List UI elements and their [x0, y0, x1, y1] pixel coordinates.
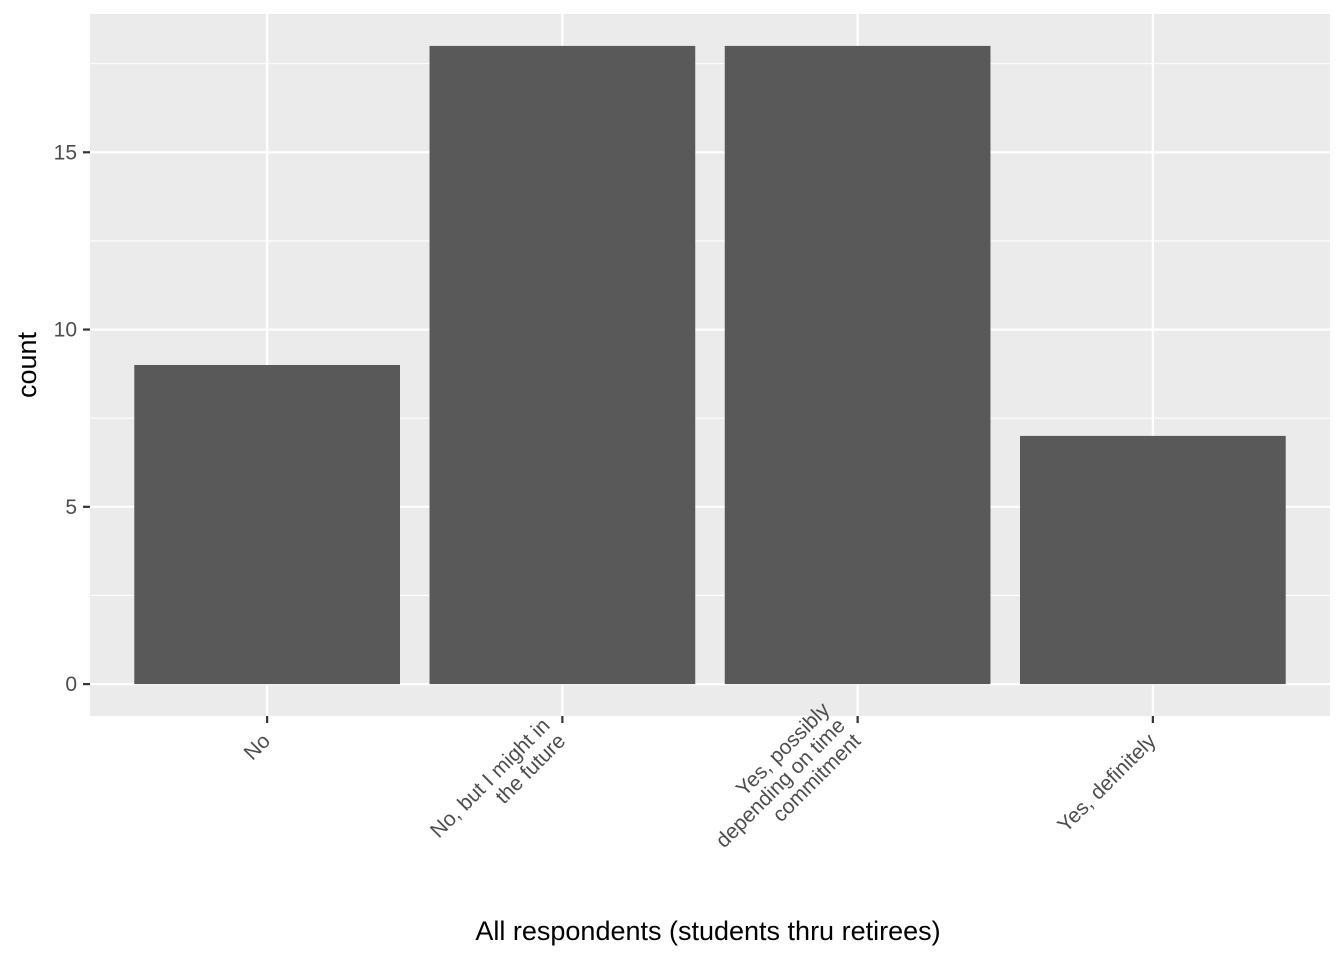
y-axis-title: count [12, 331, 42, 398]
x-tick-label: Yes, definitely [1053, 729, 1161, 837]
x-axis-title: All respondents (students thru retirees) [475, 916, 940, 946]
bars [134, 45, 1286, 685]
bar [429, 45, 696, 685]
x-tick-label: No [240, 730, 275, 765]
x-axis: No No, but I might inthe future Yes, possi… [240, 698, 1161, 868]
bar [724, 45, 991, 685]
y-axis: 0 5 10 15 [54, 141, 90, 696]
x-tick-label: No, but I might inthe future [426, 714, 570, 858]
y-tick-label: 10 [54, 319, 77, 342]
bar [1020, 435, 1286, 685]
y-tick-label: 0 [65, 673, 77, 696]
x-tick-label: Yes, possiblydepending on timecommitment [696, 698, 866, 868]
y-tick-label: 15 [54, 141, 77, 164]
bar [134, 365, 401, 685]
x-tick-label-line: No [240, 730, 275, 765]
x-tick-label-line: Yes, definitely [1053, 729, 1161, 837]
y-tick-label: 5 [65, 496, 77, 519]
